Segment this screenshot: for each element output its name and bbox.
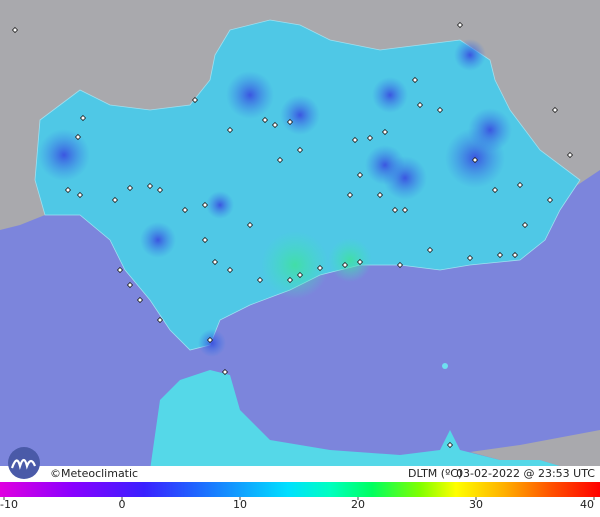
station (191, 96, 199, 104)
station (496, 251, 504, 259)
station (381, 128, 389, 136)
station (566, 151, 574, 159)
station (391, 206, 399, 214)
colorbar-tick-label: 20 (351, 498, 365, 511)
station (116, 266, 124, 274)
land (470, 430, 600, 466)
station (471, 156, 479, 164)
station (296, 271, 304, 279)
station (286, 276, 294, 284)
island (442, 363, 448, 369)
station (351, 136, 359, 144)
station (79, 114, 87, 122)
station (126, 184, 134, 192)
station (316, 264, 324, 272)
colorbar-ticks: -10 0 10 20 30 40 (0, 497, 595, 511)
station (376, 191, 384, 199)
station (211, 258, 219, 266)
station (356, 171, 364, 179)
station (346, 191, 354, 199)
logo (8, 447, 40, 479)
warm-spots (261, 231, 372, 299)
station (286, 118, 294, 126)
station (436, 106, 444, 114)
colorbar-tick-label: 30 (469, 498, 483, 511)
station (396, 261, 404, 269)
station (516, 181, 524, 189)
station (456, 21, 464, 29)
station (221, 368, 229, 376)
station (511, 251, 519, 259)
station (64, 186, 72, 194)
land (0, 0, 600, 230)
station (146, 182, 154, 190)
station (546, 196, 554, 204)
station (366, 134, 374, 142)
station (411, 76, 419, 84)
station (296, 146, 304, 154)
station (156, 316, 164, 324)
station (356, 258, 364, 266)
timestamp: 03-02-2022 @ 23:53 UTC (456, 467, 595, 480)
station (256, 276, 264, 284)
station (416, 101, 424, 109)
station (226, 126, 234, 134)
station (206, 336, 214, 344)
credit: ©Meteoclimatic (50, 467, 138, 480)
station (201, 236, 209, 244)
station (181, 206, 189, 214)
colorbar-tick-label: -10 (0, 498, 18, 511)
station (246, 221, 254, 229)
station (126, 281, 134, 289)
station (156, 186, 164, 194)
station (271, 121, 279, 129)
morocco-region (140, 370, 560, 470)
station (491, 186, 499, 194)
station (136, 296, 144, 304)
colorbar-tick-label: 0 (119, 498, 126, 511)
station (11, 26, 19, 34)
station (426, 246, 434, 254)
colorbar-tick-label: 40 (580, 498, 594, 511)
station (261, 116, 269, 124)
station (466, 254, 474, 262)
colorbar (0, 482, 600, 497)
station (446, 441, 454, 449)
station (276, 156, 284, 164)
station (201, 201, 209, 209)
station (401, 206, 409, 214)
station (341, 261, 349, 269)
station (226, 266, 234, 274)
info-bar (0, 466, 600, 482)
station (76, 191, 84, 199)
station (111, 196, 119, 204)
station (521, 221, 529, 229)
stations (11, 21, 574, 449)
station (551, 106, 559, 114)
variable-label: DLTM (ºC) (408, 467, 462, 480)
colorbar-tick-label: 10 (233, 498, 247, 511)
station (74, 133, 82, 141)
